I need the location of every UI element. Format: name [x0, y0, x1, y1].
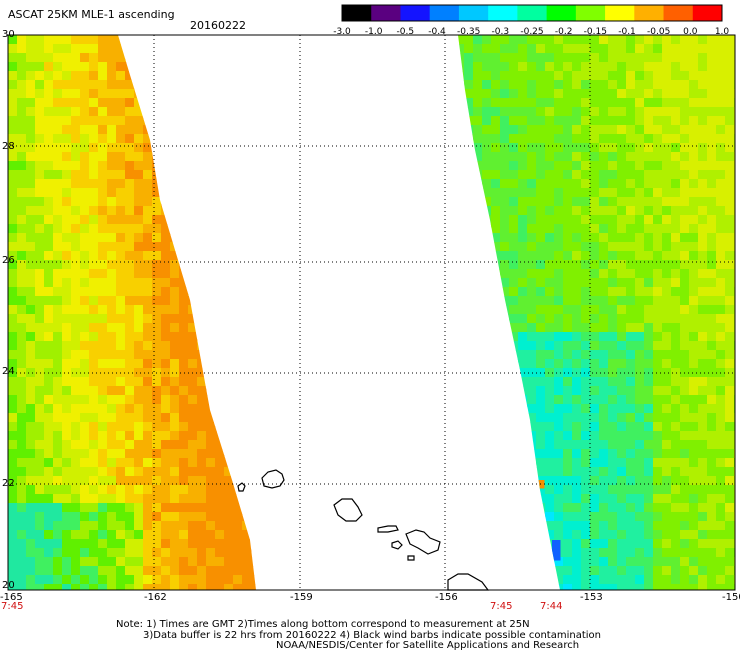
measurement-time-label: 7:45	[490, 601, 513, 612]
note-line-2: 3)Data buffer is 22 hrs from 20160222 4)…	[143, 630, 601, 641]
note-line-1: Note: 1) Times are GMT 2)Times along bot…	[116, 619, 530, 630]
right-swath	[458, 35, 735, 590]
hawaii-big-island-outline	[447, 573, 490, 591]
measurement-time-label: 7:44	[540, 601, 563, 612]
colorbar-segment	[458, 5, 489, 21]
colorbar-tick-label: -3.0	[333, 27, 351, 37]
note-line-3: NOAA/NESDIS/Center for Satellite Applica…	[276, 640, 580, 651]
colorbar	[341, 4, 723, 22]
lanai-outline	[391, 540, 403, 550]
colorbar-segment	[663, 5, 694, 21]
kauai-outline	[261, 469, 285, 489]
lat-lon-grid	[8, 35, 735, 590]
colorbar-tick-label: -1.0	[364, 27, 383, 37]
latitude-label: 26	[2, 255, 15, 266]
latitude-label: 20	[2, 580, 15, 591]
longitude-label: -165	[0, 592, 23, 603]
map-title: ASCAT 25KM MLE-1 ascending	[8, 8, 175, 21]
colorbar-tick-label: -0.25	[520, 27, 544, 37]
colorbar-frame	[341, 4, 723, 22]
longitude-label: -153	[580, 592, 603, 603]
colorbar-segment	[488, 5, 518, 21]
oahu-outline	[333, 498, 363, 522]
longitude-label: -156	[435, 592, 458, 603]
longitude-label: -150	[722, 592, 740, 603]
colorbar-segment	[692, 5, 723, 21]
latitude-label: 30	[2, 29, 15, 40]
colorbar-tick-label: 1.0	[714, 27, 730, 37]
left-swath	[8, 35, 256, 590]
colorbar-segment	[517, 5, 548, 21]
latitude-label: 28	[2, 141, 15, 152]
colorbar-segment	[400, 5, 431, 21]
colorbar-tick-label: -0.35	[457, 27, 481, 37]
colorbar-tick-label: -0.4	[428, 27, 446, 37]
kahoolawe-outline	[407, 555, 415, 561]
colorbar-tick-label: -0.15	[583, 27, 607, 37]
colorbar-segment	[605, 5, 635, 21]
molokai-outline	[377, 525, 399, 533]
colorbar-segment	[371, 5, 401, 21]
colorbar-segment	[575, 5, 606, 21]
colorbar-segment	[634, 5, 665, 21]
longitude-label: -162	[144, 592, 167, 603]
colorbar-tick-label: -0.2	[554, 27, 573, 37]
colorbar-tick-label: -0.05	[647, 27, 671, 37]
latitude-label: 22	[2, 478, 15, 489]
measurement-time-label: 7:45	[1, 601, 24, 612]
colorbar-tick-label: -0.1	[618, 27, 636, 37]
colorbar-tick-label: -0.5	[396, 27, 415, 37]
colorbar-tick-label: 0.0	[683, 27, 698, 37]
maui-outline	[405, 529, 441, 555]
longitude-label: -159	[290, 592, 313, 603]
map-date: 20160222	[190, 19, 246, 32]
niihau-outline	[237, 482, 246, 492]
colorbar-segment	[342, 5, 372, 21]
colorbar-tick-label: -0.3	[491, 27, 510, 37]
colorbar-segment	[546, 5, 577, 21]
map-frame	[7, 34, 736, 591]
colorbar-segment	[429, 5, 460, 21]
latitude-label: 24	[2, 366, 15, 377]
hawaiian-islands	[237, 469, 490, 591]
